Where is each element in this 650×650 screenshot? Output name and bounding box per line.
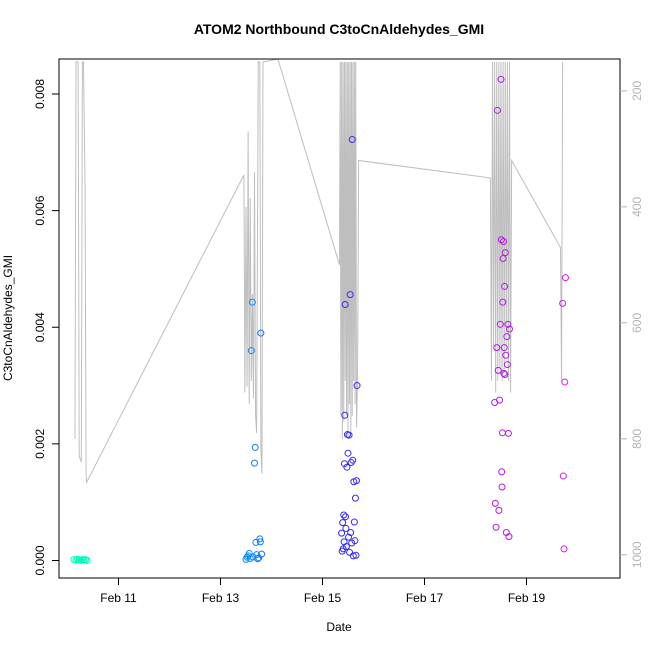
data-point bbox=[349, 456, 357, 464]
data-point bbox=[347, 529, 355, 537]
data-point bbox=[499, 238, 507, 246]
data-point bbox=[346, 548, 354, 556]
pressure-line bbox=[74, 59, 564, 485]
data-point bbox=[251, 443, 259, 451]
data-point bbox=[340, 511, 348, 519]
data-point bbox=[351, 537, 359, 545]
data-point bbox=[247, 347, 255, 355]
data-point bbox=[256, 538, 264, 546]
data-point bbox=[257, 329, 265, 337]
x-tick-label: Feb 13 bbox=[202, 591, 240, 605]
data-point bbox=[83, 556, 91, 564]
y2-tick-label: 800 bbox=[630, 428, 644, 448]
y-tick-label: 0.006 bbox=[33, 195, 47, 225]
concentration-series bbox=[70, 75, 569, 564]
data-point bbox=[497, 75, 505, 83]
data-point bbox=[505, 533, 513, 541]
x-axis-label: Date bbox=[326, 620, 352, 634]
data-point bbox=[339, 519, 347, 527]
data-point bbox=[503, 333, 511, 341]
data-point bbox=[498, 429, 506, 437]
data-point bbox=[348, 135, 356, 143]
chart-title: ATOM2 Northbound C3toCnAldehydes_GMI bbox=[194, 21, 484, 37]
data-point bbox=[493, 106, 501, 114]
data-point bbox=[559, 299, 567, 307]
data-point bbox=[349, 552, 357, 560]
plot-frame bbox=[58, 58, 621, 579]
data-point bbox=[245, 550, 253, 558]
y-tick-label: 0.000 bbox=[33, 545, 47, 575]
data-point bbox=[344, 449, 352, 457]
data-point bbox=[496, 396, 504, 404]
data-point bbox=[342, 543, 350, 551]
data-point bbox=[501, 249, 509, 257]
y2-tick-label: 600 bbox=[630, 313, 644, 333]
data-point bbox=[503, 361, 511, 369]
data-point bbox=[341, 411, 349, 419]
data-point bbox=[491, 499, 499, 507]
data-point bbox=[501, 282, 509, 290]
data-point bbox=[494, 366, 502, 374]
data-point bbox=[353, 382, 361, 390]
data-point bbox=[346, 291, 354, 299]
data-point bbox=[492, 523, 500, 531]
data-point bbox=[500, 344, 508, 352]
y-tick-label: 0.002 bbox=[33, 429, 47, 459]
data-point bbox=[338, 529, 346, 537]
data-point bbox=[342, 524, 350, 532]
y-tick-label: 0.008 bbox=[33, 79, 47, 109]
pressure-series bbox=[74, 59, 564, 485]
data-point bbox=[561, 274, 569, 282]
data-point bbox=[350, 518, 358, 526]
data-point bbox=[343, 463, 351, 471]
x-tick-label: Feb 15 bbox=[304, 591, 342, 605]
data-point bbox=[561, 378, 569, 386]
data-point bbox=[504, 320, 512, 328]
data-point bbox=[493, 344, 501, 352]
y2-tick-label: 200 bbox=[630, 81, 644, 101]
data-point bbox=[254, 555, 262, 563]
data-point bbox=[252, 538, 260, 546]
data-point bbox=[251, 459, 258, 467]
y2-tick-label: 1000 bbox=[630, 541, 644, 568]
data-point bbox=[500, 369, 508, 377]
data-point bbox=[498, 483, 506, 491]
data-point bbox=[499, 254, 507, 262]
data-point bbox=[345, 431, 353, 439]
y2-tick-label: 400 bbox=[630, 197, 644, 217]
data-point bbox=[504, 429, 512, 437]
x-axis: Feb 11 Feb 13 Feb 15 Feb 17 Feb 19 bbox=[100, 578, 546, 605]
data-point bbox=[559, 472, 567, 480]
y2-axis: 200 400 600 800 1000 bbox=[620, 81, 644, 568]
data-point bbox=[341, 301, 349, 308]
data-point bbox=[256, 535, 264, 543]
data-point bbox=[352, 551, 360, 559]
data-point bbox=[258, 550, 266, 558]
x-tick-label: Feb 19 bbox=[508, 591, 546, 605]
data-point bbox=[506, 325, 513, 333]
y-axis-label: C3toCnAldehydes_GMI bbox=[1, 255, 15, 381]
data-point bbox=[560, 545, 568, 553]
data-point bbox=[497, 236, 505, 244]
data-point bbox=[499, 298, 507, 306]
data-point bbox=[248, 298, 256, 306]
data-point bbox=[495, 506, 503, 514]
data-point bbox=[353, 477, 360, 485]
data-point bbox=[498, 468, 506, 476]
x-tick-label: Feb 17 bbox=[406, 591, 444, 605]
data-point bbox=[501, 370, 509, 378]
data-point bbox=[342, 513, 350, 521]
y-tick-label: 0.004 bbox=[33, 312, 47, 342]
y-axis: 0.000 0.002 0.004 0.006 0.008 bbox=[33, 79, 59, 576]
data-point bbox=[496, 320, 504, 328]
x-tick-label: Feb 11 bbox=[100, 591, 137, 605]
data-point bbox=[502, 351, 510, 359]
data-point bbox=[351, 494, 359, 502]
